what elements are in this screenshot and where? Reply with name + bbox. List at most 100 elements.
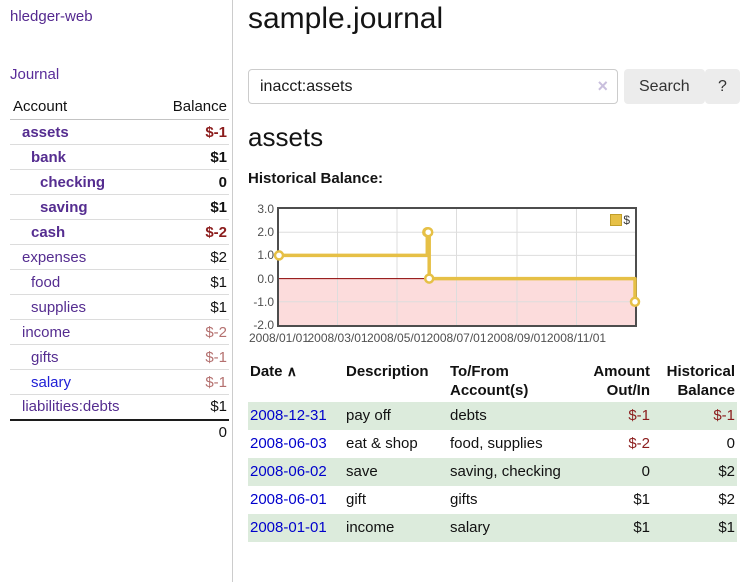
txn-accounts: salary: [450, 519, 491, 536]
account-row: expenses $2: [10, 244, 229, 270]
transaction-row: 2008-12-31 pay off debts $-1 $-1: [248, 402, 737, 430]
txn-balance: $1: [718, 519, 735, 536]
y-tick-label: -1.0: [253, 294, 274, 309]
accounts-header-account: Account: [10, 94, 154, 120]
txn-date-cell: 2008-06-01: [248, 486, 344, 514]
transaction-row: 2008-06-03 eat & shop food, supplies $-2 0: [248, 430, 737, 458]
search-box: ×: [248, 69, 618, 104]
account-row: liabilities:debts $1: [10, 394, 229, 420]
y-tick-label: 2.0: [257, 225, 274, 240]
account-row: salary $-1: [10, 369, 229, 395]
transactions-header-row: Date ∧ Description To/From Account(s) Am…: [248, 360, 737, 402]
accounts-table: Account Balance assets $-1 bank $1 checking 0…: [10, 94, 229, 445]
account-name-cell: bank: [10, 144, 154, 170]
account-link[interactable]: checking: [40, 173, 106, 191]
th-balance: Historical Balance: [666, 363, 735, 399]
account-name-cell: expenses: [10, 244, 154, 270]
chart-canvas: [273, 209, 641, 325]
chart-point-marker: [273, 250, 285, 261]
txn-description: gift: [346, 491, 367, 508]
search-bar: × Search ?: [248, 69, 742, 105]
account-balance: $1: [153, 269, 229, 295]
transaction-row: 2008-06-01 gift gifts $1 $2: [248, 486, 737, 514]
txn-amount: $1: [633, 519, 650, 536]
sidebar-item-journal[interactable]: Journal: [10, 66, 60, 83]
txn-date-link[interactable]: 2008-12-31: [250, 407, 327, 424]
x-tick-label: 2008/11/01: [546, 331, 607, 345]
search-input[interactable]: [250, 71, 590, 102]
x-tick-label: 2008/01/01: [248, 331, 310, 345]
account-link[interactable]: supplies: [31, 298, 87, 316]
th-amount: Amount Out/In: [593, 363, 650, 399]
txn-balance: $2: [718, 491, 735, 508]
account-name-cell: checking: [10, 169, 154, 195]
account-link[interactable]: income: [22, 323, 71, 341]
txn-balance: $2: [718, 463, 735, 480]
account-name-cell: liabilities:debts: [10, 394, 154, 420]
account-row: bank $1: [10, 144, 229, 170]
account-balance: $-1: [153, 344, 229, 370]
txn-balance: $-1: [713, 407, 735, 424]
y-tick-label: 3.0: [257, 202, 274, 216]
accounts-header-row: Account Balance: [10, 94, 229, 120]
transaction-row: 2008-06-02 save saving, checking 0 $2: [248, 458, 737, 486]
account-link[interactable]: expenses: [22, 248, 87, 266]
account-balance: $2: [153, 244, 229, 270]
search-button[interactable]: Search: [624, 69, 705, 104]
account-link[interactable]: salary: [31, 373, 72, 391]
account-link[interactable]: liabilities:debts: [22, 398, 120, 416]
account-link[interactable]: saving: [40, 198, 88, 216]
help-button[interactable]: ?: [705, 69, 740, 104]
account-row: supplies $1: [10, 294, 229, 320]
account-title: assets: [248, 122, 324, 152]
txn-date-link[interactable]: 2008-01-01: [250, 519, 327, 536]
account-row: income $-2: [10, 319, 229, 345]
page-title: sample.journal: [248, 2, 444, 35]
accounts-total-value: 0: [153, 418, 229, 445]
txn-description: income: [346, 519, 395, 536]
accounts-total-row: 0: [10, 418, 229, 445]
account-balance: $1: [153, 144, 229, 170]
account-row: food $1: [10, 269, 229, 295]
txn-description: save: [346, 463, 378, 480]
account-link[interactable]: assets: [22, 123, 69, 141]
chart-plot-area: $: [273, 207, 641, 327]
app-brand-link[interactable]: hledger-web: [10, 8, 93, 25]
account-row: cash $-2: [10, 219, 229, 245]
th-date[interactable]: Date ∧: [250, 363, 297, 380]
txn-date-link[interactable]: 2008-06-03: [250, 435, 327, 452]
account-name-cell: salary: [10, 369, 154, 395]
chart-legend: $: [610, 213, 630, 227]
txn-accounts: gifts: [450, 491, 478, 508]
account-rows: assets $-1 bank $1 checking 0 saving $1 cash $-2 e…: [10, 119, 229, 420]
txn-date-link[interactable]: 2008-06-01: [250, 491, 327, 508]
account-name-cell: saving: [10, 194, 154, 220]
txn-date-link[interactable]: 2008-06-02: [250, 463, 327, 480]
txn-date-cell: 2008-06-02: [248, 458, 344, 486]
th-accounts: To/From Account(s): [450, 363, 529, 399]
account-link[interactable]: bank: [31, 148, 67, 166]
account-row: gifts $-1: [10, 344, 229, 370]
txn-accounts: saving, checking: [450, 463, 561, 480]
account-link[interactable]: cash: [31, 223, 66, 241]
clear-search-icon[interactable]: ×: [597, 76, 608, 96]
account-balance: $1: [153, 194, 229, 220]
legend-label: $: [623, 213, 630, 227]
account-link[interactable]: gifts: [31, 348, 59, 366]
th-description: Description: [346, 363, 429, 380]
account-name-cell: cash: [10, 219, 154, 245]
account-name-cell: assets: [10, 119, 154, 145]
account-link[interactable]: food: [31, 273, 61, 291]
x-tick-label: 2008/03/01: [307, 331, 368, 345]
account-balance: $-1: [153, 119, 229, 145]
account-name-cell: gifts: [10, 344, 154, 370]
txn-amount: $-2: [628, 435, 650, 452]
account-balance: 0: [153, 169, 229, 195]
account-balance: $-2: [153, 319, 229, 345]
chart-point-marker: [629, 296, 641, 308]
transaction-rows: 2008-12-31 pay off debts $-1 $-1 2008-06-03 ea…: [248, 402, 737, 542]
chart-title: Historical Balance:: [248, 170, 384, 187]
txn-amount: $1: [633, 491, 650, 508]
txn-description: eat & shop: [346, 435, 418, 452]
txn-description: pay off: [346, 407, 391, 424]
